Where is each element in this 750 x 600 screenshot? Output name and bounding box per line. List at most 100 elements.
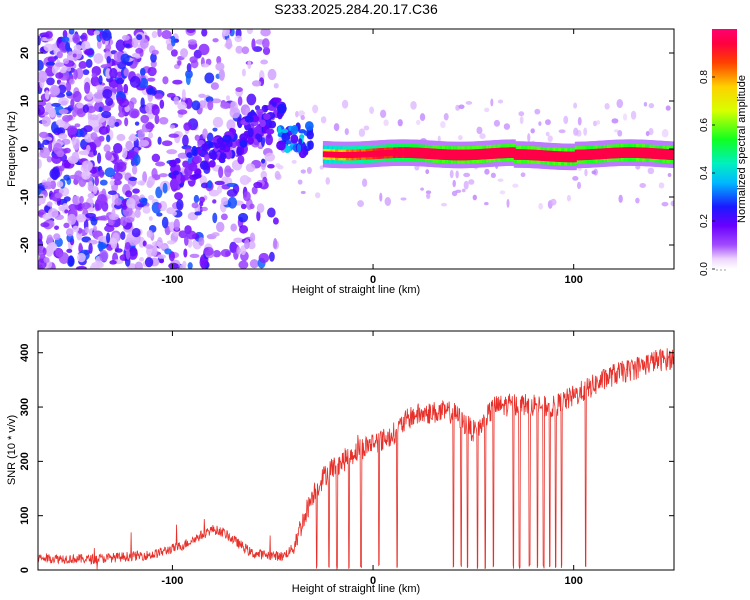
noise-blob <box>81 40 91 51</box>
noise-blob <box>159 99 165 109</box>
noise-blob <box>136 34 143 41</box>
noise-blob <box>490 172 496 178</box>
noise-blob <box>222 29 230 37</box>
chirp-blob <box>199 160 209 171</box>
noise-blob <box>41 116 51 127</box>
noise-blob <box>71 151 80 163</box>
noise-blob <box>123 83 129 94</box>
noise-blob <box>59 165 65 172</box>
noise-blob <box>38 59 44 71</box>
noise-blob <box>661 201 669 207</box>
noise-blob <box>665 105 671 111</box>
noise-blob <box>166 92 176 98</box>
noise-blob <box>198 93 206 98</box>
noise-blob <box>320 116 327 124</box>
noise-blob <box>235 87 243 93</box>
chirp-blob <box>179 175 186 184</box>
noise-blob <box>81 202 91 210</box>
chirp-blob <box>186 152 193 159</box>
noise-blob <box>51 102 61 107</box>
noise-blob <box>207 100 214 111</box>
noise-blob <box>51 86 61 96</box>
noise-blob <box>155 186 163 199</box>
noise-blob <box>566 194 571 202</box>
noise-blob <box>65 81 72 93</box>
noise-blob <box>43 257 50 264</box>
noise-blob <box>65 228 74 237</box>
noise-blob <box>538 202 544 210</box>
noise-blob <box>97 242 107 250</box>
noise-blob <box>157 254 167 259</box>
noise-blob <box>58 205 64 211</box>
noise-blob <box>147 77 156 82</box>
noise-blob <box>151 104 160 116</box>
noise-blob <box>146 229 153 238</box>
noise-blob <box>62 29 68 39</box>
noise-blob <box>333 123 340 132</box>
noise-blob <box>47 56 57 63</box>
snr-y-label: SNR (10 * v/v) <box>6 415 18 485</box>
noise-blob <box>82 69 90 76</box>
noise-blob <box>96 152 102 164</box>
noise-blob <box>300 169 306 174</box>
noise-blob <box>127 247 138 260</box>
noise-blob <box>233 237 244 243</box>
noise-blob <box>237 155 245 165</box>
noise-blob <box>240 203 247 210</box>
noise-blob <box>218 68 225 81</box>
noise-blob <box>47 242 58 252</box>
noise-blob <box>379 192 383 202</box>
noise-blob <box>71 136 77 146</box>
noise-blob <box>268 251 275 262</box>
noise-blob <box>199 196 205 203</box>
chirp-blob <box>244 115 254 123</box>
noise-blob <box>479 133 486 140</box>
noise-blob <box>99 215 110 221</box>
noise-blob <box>344 128 349 136</box>
ridge-segment <box>672 151 674 158</box>
noise-blob <box>472 194 477 201</box>
onset-blob <box>306 130 314 140</box>
chirp-blob <box>218 143 227 151</box>
spectrogram-y-label: Frequency (Hz) <box>6 111 18 187</box>
noise-blob <box>256 210 261 222</box>
noise-blob <box>58 133 68 140</box>
noise-blob <box>98 75 103 85</box>
noise-blob <box>46 201 53 207</box>
noise-blob <box>177 101 187 111</box>
noise-blob <box>106 55 111 64</box>
noise-blob <box>84 226 90 234</box>
noise-blob <box>77 252 86 263</box>
noise-blob <box>48 107 56 118</box>
noise-blob <box>260 29 271 37</box>
noise-blob <box>141 198 148 206</box>
noise-blob <box>67 255 75 267</box>
noise-blob <box>114 248 123 253</box>
noise-blob <box>198 100 206 109</box>
noise-blob <box>426 192 431 200</box>
noise-blob <box>261 158 266 164</box>
noise-blob <box>291 159 297 164</box>
noise-blob <box>90 132 98 141</box>
noise-blob <box>212 212 218 224</box>
noise-blob <box>154 93 164 100</box>
chirp-blob <box>207 152 218 160</box>
noise-blob <box>38 70 48 83</box>
noise-blob <box>73 44 82 51</box>
noise-blob <box>397 119 403 127</box>
noise-blob <box>38 158 42 169</box>
noise-blob <box>583 127 588 136</box>
noise-blob <box>72 108 78 118</box>
noise-blob <box>484 168 490 175</box>
noise-blob <box>216 55 222 65</box>
noise-blob <box>534 108 541 115</box>
chirp-blob <box>191 173 202 179</box>
noise-blob <box>226 119 236 131</box>
noise-blob <box>150 53 157 63</box>
noise-blob <box>225 37 233 50</box>
chirp-blob <box>253 125 262 137</box>
noise-blob <box>264 152 276 162</box>
noise-blob <box>215 62 225 71</box>
noise-blob <box>85 212 96 219</box>
noise-blob <box>177 109 188 115</box>
